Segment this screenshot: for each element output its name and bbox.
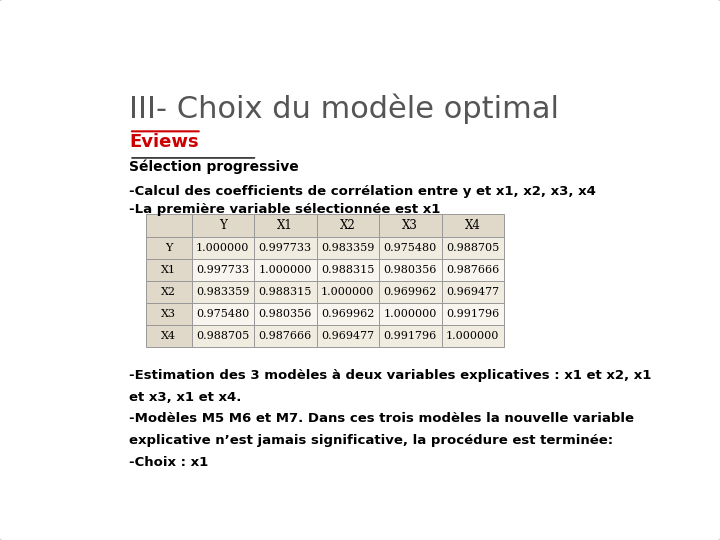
Text: -La première variable sélectionnée est x1: -La première variable sélectionnée est x… <box>129 203 441 216</box>
Text: 0.997733: 0.997733 <box>197 265 249 274</box>
Bar <box>254 302 317 325</box>
Bar <box>317 259 379 281</box>
Bar <box>192 214 254 237</box>
Text: 0.975480: 0.975480 <box>384 242 437 253</box>
Bar <box>254 214 317 237</box>
Text: 0.988705: 0.988705 <box>196 330 249 341</box>
Text: 1.000000: 1.000000 <box>446 330 500 341</box>
Text: Y: Y <box>219 219 227 232</box>
Bar <box>145 281 192 302</box>
Bar <box>379 259 441 281</box>
Text: III- Choix du modèle optimal: III- Choix du modèle optimal <box>129 94 559 124</box>
Bar <box>192 281 254 302</box>
Text: 0.969477: 0.969477 <box>321 330 374 341</box>
Bar <box>379 302 441 325</box>
Text: 0.988315: 0.988315 <box>258 287 312 296</box>
Text: 0.980356: 0.980356 <box>258 309 312 319</box>
Bar <box>379 281 441 302</box>
Text: 1.000000: 1.000000 <box>258 265 312 274</box>
Text: 0.987666: 0.987666 <box>446 265 500 274</box>
Bar <box>254 259 317 281</box>
Bar <box>145 302 192 325</box>
Text: Y: Y <box>165 242 172 253</box>
Text: 0.983359: 0.983359 <box>196 287 250 296</box>
Bar <box>317 214 379 237</box>
Bar <box>317 237 379 259</box>
Text: X1: X1 <box>161 265 176 274</box>
Text: 0.991796: 0.991796 <box>384 330 437 341</box>
Bar <box>379 214 441 237</box>
Bar <box>317 302 379 325</box>
Text: X3: X3 <box>161 309 176 319</box>
Bar <box>441 302 504 325</box>
Text: X1: X1 <box>277 219 293 232</box>
Text: 0.969477: 0.969477 <box>446 287 500 296</box>
Text: -Estimation des 3 modèles à deux variables explicatives : x1 et x2, x1: -Estimation des 3 modèles à deux variabl… <box>129 369 652 382</box>
Bar <box>145 214 192 237</box>
Text: et x3, x1 et x4.: et x3, x1 et x4. <box>129 391 241 404</box>
Bar <box>441 237 504 259</box>
Text: 0.987666: 0.987666 <box>258 330 312 341</box>
Text: 0.983359: 0.983359 <box>321 242 374 253</box>
Text: 0.997733: 0.997733 <box>258 242 312 253</box>
Text: X2: X2 <box>340 219 356 232</box>
Text: explicative n’est jamais significative, la procédure est terminée:: explicative n’est jamais significative, … <box>129 434 613 447</box>
Bar <box>145 259 192 281</box>
Bar <box>379 325 441 347</box>
Text: -Choix : x1: -Choix : x1 <box>129 456 208 469</box>
Bar <box>441 281 504 302</box>
Text: X4: X4 <box>465 219 481 232</box>
Text: 0.975480: 0.975480 <box>196 309 249 319</box>
Bar <box>254 237 317 259</box>
Bar <box>192 302 254 325</box>
Bar <box>441 259 504 281</box>
Bar <box>317 281 379 302</box>
Bar <box>441 214 504 237</box>
Bar <box>254 281 317 302</box>
Text: 0.988705: 0.988705 <box>446 242 500 253</box>
Text: Sélection progressive: Sélection progressive <box>129 160 299 174</box>
Bar <box>192 237 254 259</box>
Bar <box>145 237 192 259</box>
Text: Eviews: Eviews <box>129 133 199 151</box>
Text: 0.980356: 0.980356 <box>384 265 437 274</box>
Text: -Modèles M5 M6 et M7. Dans ces trois modèles la nouvelle variable: -Modèles M5 M6 et M7. Dans ces trois mod… <box>129 413 634 426</box>
Bar <box>192 325 254 347</box>
Text: 1.000000: 1.000000 <box>384 309 437 319</box>
Text: 0.969962: 0.969962 <box>384 287 437 296</box>
Text: 0.988315: 0.988315 <box>321 265 374 274</box>
Text: 0.991796: 0.991796 <box>446 309 500 319</box>
Bar <box>145 325 192 347</box>
Bar <box>192 259 254 281</box>
Bar <box>441 325 504 347</box>
Text: X4: X4 <box>161 330 176 341</box>
Text: 1.000000: 1.000000 <box>196 242 250 253</box>
Text: X3: X3 <box>402 219 418 232</box>
Text: -Calcul des coefficients de corrélation entre y et x1, x2, x3, x4: -Calcul des coefficients de corrélation … <box>129 185 596 198</box>
Bar <box>254 325 317 347</box>
Bar <box>379 237 441 259</box>
Text: 0.969962: 0.969962 <box>321 309 374 319</box>
Text: 1.000000: 1.000000 <box>321 287 374 296</box>
Bar <box>317 325 379 347</box>
Text: X2: X2 <box>161 287 176 296</box>
